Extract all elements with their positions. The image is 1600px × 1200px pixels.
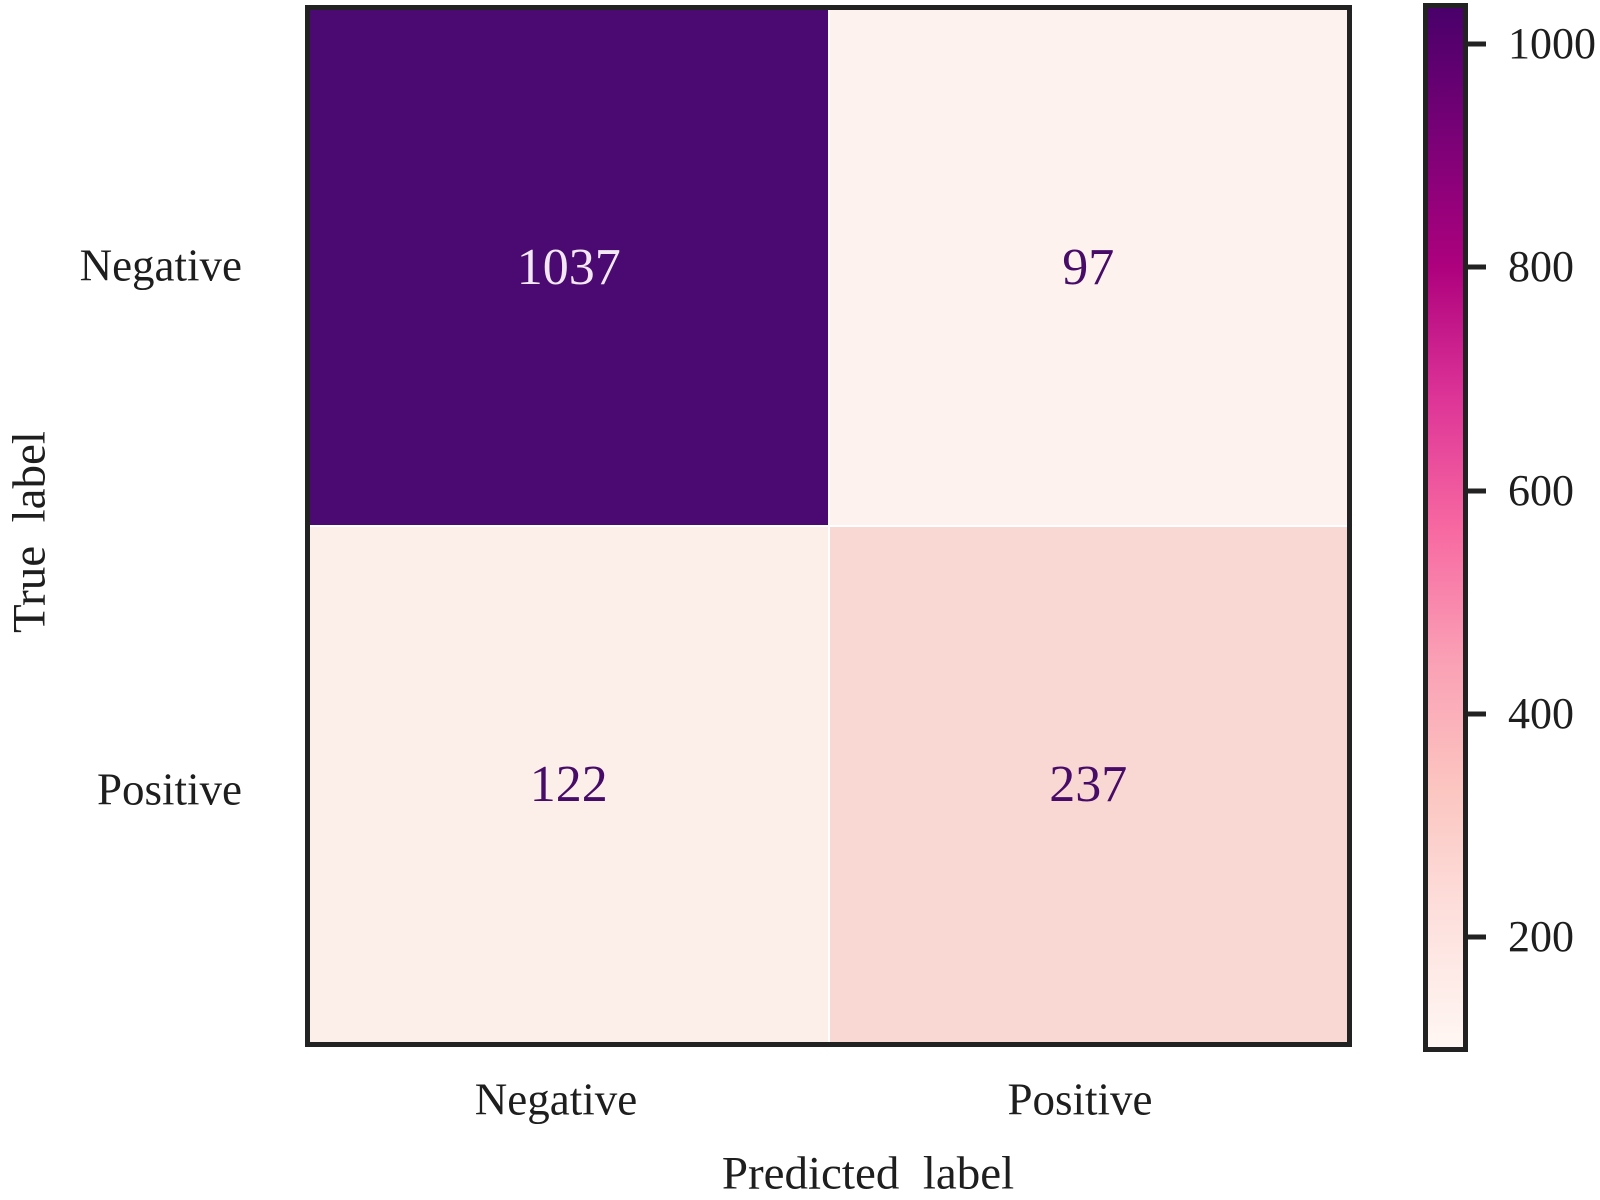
cell-true-positive: 237: [829, 527, 1347, 1042]
colorbar-tick-mark: [1466, 264, 1486, 270]
colorbar-tick-mark: [1466, 41, 1486, 47]
colorbar-tick-mark: [1466, 934, 1486, 940]
heatmap-grid: 1037 97 122 237: [305, 5, 1352, 1047]
colorbar-tick-label: 200: [1508, 912, 1574, 962]
y-tick-label-positive: Positive: [96, 764, 242, 815]
colorbar-tick-mark: [1466, 711, 1486, 717]
x-tick-label-positive: Positive: [1007, 1074, 1153, 1125]
cell-true-negative: 1037: [310, 10, 828, 525]
colorbar-tick-label: 400: [1508, 688, 1574, 738]
colorbar-tick-label: 600: [1508, 465, 1574, 515]
y-tick-label-negative: Negative: [79, 240, 242, 291]
y-axis-title: True label: [3, 431, 56, 633]
colorbar-tick-mark: [1466, 488, 1486, 494]
x-tick-label-negative: Negative: [474, 1074, 638, 1125]
colorbar-tick-label: 800: [1508, 242, 1574, 292]
cell-false-negative: 122: [310, 527, 828, 1042]
colorbar-tick-label: 1000: [1508, 19, 1596, 69]
colorbar: [1423, 3, 1468, 1052]
x-axis-title: Predicted label: [721, 1147, 1015, 1200]
cell-false-positive: 97: [829, 10, 1347, 525]
